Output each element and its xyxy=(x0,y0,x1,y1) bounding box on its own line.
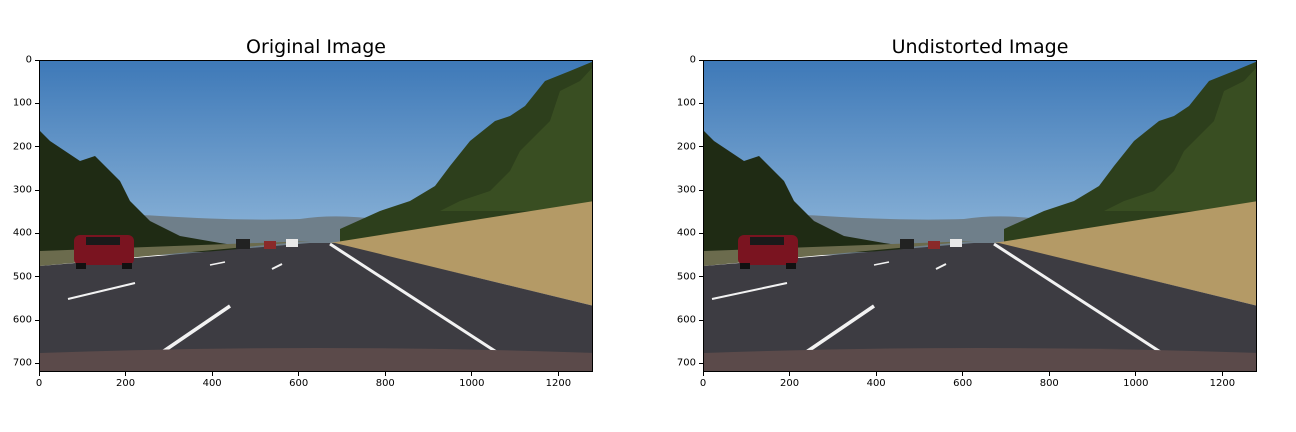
x-tick-label: 600 xyxy=(953,378,973,389)
y-tick-mark xyxy=(35,189,39,191)
x-tick-label: 400 xyxy=(866,378,886,389)
y-tick-label: 600 xyxy=(12,314,32,326)
x-tick-label: 800 xyxy=(375,378,395,389)
y-tick-label: 300 xyxy=(12,184,32,196)
y-tick-mark xyxy=(35,319,39,321)
x-tick-mark xyxy=(125,372,127,376)
undistorted-title: Undistorted Image xyxy=(891,36,1069,58)
y-tick-mark xyxy=(35,276,39,278)
y-tick-mark xyxy=(35,232,39,234)
x-tick-label: 1000 xyxy=(1123,378,1149,389)
y-tick-label: 100 xyxy=(12,97,32,109)
y-tick-mark xyxy=(699,276,703,278)
x-tick-mark xyxy=(1048,372,1050,376)
original-image-axes xyxy=(39,60,593,372)
y-tick-mark xyxy=(35,102,39,104)
y-tick-label: 400 xyxy=(676,227,696,239)
x-tick-label: 800 xyxy=(1039,378,1059,389)
x-tick-label: 1000 xyxy=(459,378,485,389)
y-tick-label: 200 xyxy=(676,141,696,153)
x-tick-label: 0 xyxy=(699,378,707,389)
original-road-photo xyxy=(40,61,592,371)
y-tick-mark xyxy=(699,189,703,191)
x-tick-mark xyxy=(875,372,877,376)
y-tick-mark xyxy=(35,146,39,148)
undistorted-road-photo xyxy=(704,61,1256,371)
x-tick-mark xyxy=(1135,372,1137,376)
y-tick-mark xyxy=(699,232,703,234)
y-tick-label: 500 xyxy=(12,271,32,283)
y-tick-label: 400 xyxy=(12,227,32,239)
x-tick-mark xyxy=(789,372,791,376)
x-tick-mark xyxy=(211,372,213,376)
x-tick-label: 600 xyxy=(289,378,309,389)
x-tick-label: 400 xyxy=(202,378,222,389)
y-tick-mark xyxy=(699,146,703,148)
y-tick-label: 0 xyxy=(25,54,32,66)
y-tick-label: 200 xyxy=(12,141,32,153)
y-tick-label: 700 xyxy=(12,357,32,369)
y-tick-label: 0 xyxy=(689,54,696,66)
x-tick-mark xyxy=(471,372,473,376)
x-tick-mark xyxy=(384,372,386,376)
y-tick-mark xyxy=(35,59,39,61)
x-tick-mark xyxy=(1221,372,1223,376)
x-tick-mark xyxy=(298,372,300,376)
y-tick-label: 500 xyxy=(676,271,696,283)
x-tick-label: 0 xyxy=(35,378,43,389)
x-tick-label: 200 xyxy=(116,378,136,389)
original-title: Original Image xyxy=(246,36,386,58)
y-tick-label: 600 xyxy=(676,314,696,326)
y-tick-label: 100 xyxy=(676,97,696,109)
y-tick-mark xyxy=(699,319,703,321)
y-tick-mark xyxy=(699,59,703,61)
y-tick-mark xyxy=(699,362,703,364)
y-tick-mark xyxy=(35,362,39,364)
y-tick-label: 700 xyxy=(676,357,696,369)
x-tick-mark xyxy=(702,372,704,376)
y-tick-mark xyxy=(699,102,703,104)
x-tick-mark xyxy=(962,372,964,376)
x-tick-mark xyxy=(38,372,40,376)
x-tick-label: 1200 xyxy=(1209,378,1236,389)
x-tick-label: 200 xyxy=(780,378,800,389)
x-tick-label: 1200 xyxy=(545,378,572,389)
undistorted-image-axes xyxy=(703,60,1257,372)
y-tick-label: 300 xyxy=(676,184,696,196)
x-tick-mark xyxy=(557,372,559,376)
